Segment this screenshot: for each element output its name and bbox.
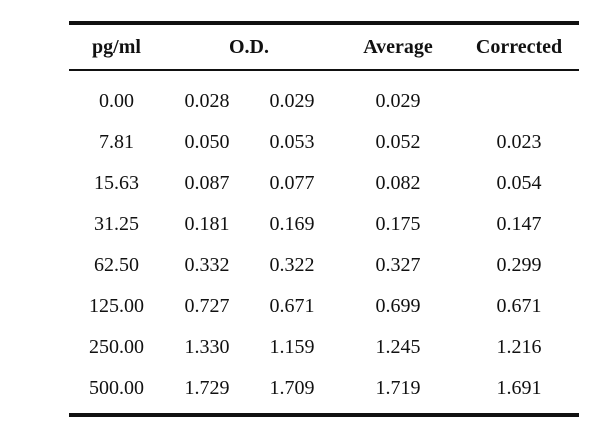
table-row: 500.00 1.729 1.709 1.719 1.691 — [69, 368, 579, 409]
cell-pg-ml: 31.25 — [94, 213, 139, 235]
cell-pg-ml: 62.50 — [94, 254, 139, 276]
cell-od-2: 0.053 — [269, 131, 315, 153]
cell-average: 1.719 — [375, 377, 421, 399]
cell-pg-ml: 500.00 — [89, 377, 144, 399]
cell-corrected: 0.299 — [496, 254, 542, 276]
cell-average: 0.029 — [375, 90, 421, 112]
cell-od-2: 0.077 — [269, 172, 315, 194]
header-pg-ml: pg/ml — [92, 36, 141, 58]
cell-average: 0.327 — [375, 254, 421, 276]
table-row: 62.50 0.332 0.322 0.327 0.299 — [69, 245, 579, 286]
cell-pg-ml: 15.63 — [94, 172, 139, 194]
table-body: 0.00 0.028 0.029 0.029 7.81 0.050 0.053 … — [69, 71, 579, 413]
cell-od-1: 0.050 — [184, 131, 230, 153]
cell-od-1: 0.028 — [184, 90, 230, 112]
cell-od-1: 0.332 — [184, 254, 230, 276]
cell-average: 0.175 — [375, 213, 421, 235]
cell-corrected: 0.023 — [496, 131, 542, 153]
cell-od-2: 1.159 — [269, 336, 315, 358]
cell-pg-ml: 0.00 — [99, 90, 134, 112]
cell-average: 0.082 — [375, 172, 421, 194]
table-row: 250.00 1.330 1.159 1.245 1.216 — [69, 327, 579, 368]
cell-od-2: 0.322 — [269, 254, 315, 276]
table-header-row: pg/ml O.D. Average Corrected — [69, 25, 579, 69]
cell-od-2: 0.671 — [269, 295, 315, 317]
header-average: Average — [363, 36, 433, 58]
cell-average: 1.245 — [375, 336, 421, 358]
cell-corrected: 0.147 — [496, 213, 542, 235]
table-bottom-rule — [69, 413, 579, 417]
cell-od-1: 0.181 — [184, 213, 230, 235]
header-od: O.D. — [229, 36, 269, 58]
cell-pg-ml: 7.81 — [99, 131, 134, 153]
cell-od-2: 0.029 — [269, 90, 315, 112]
standard-curve-table: pg/ml O.D. Average Corrected 0.00 0.028 … — [69, 21, 579, 417]
cell-od-1: 0.087 — [184, 172, 230, 194]
table-row: 0.00 0.028 0.029 0.029 — [69, 81, 579, 122]
cell-corrected: 1.216 — [496, 336, 542, 358]
cell-od-2: 0.169 — [269, 213, 315, 235]
table-row: 31.25 0.181 0.169 0.175 0.147 — [69, 204, 579, 245]
cell-pg-ml: 125.00 — [89, 295, 144, 317]
table-row: 15.63 0.087 0.077 0.082 0.054 — [69, 163, 579, 204]
cell-od-1: 1.729 — [184, 377, 230, 399]
cell-average: 0.052 — [375, 131, 421, 153]
header-corrected: Corrected — [475, 36, 563, 58]
cell-pg-ml: 250.00 — [89, 336, 144, 358]
cell-corrected: 0.671 — [496, 295, 542, 317]
table-row: 7.81 0.050 0.053 0.052 0.023 — [69, 122, 579, 163]
table-header-rule — [69, 69, 579, 71]
cell-corrected: 0.054 — [496, 172, 542, 194]
table-row: 125.00 0.727 0.671 0.699 0.671 — [69, 286, 579, 327]
cell-od-1: 0.727 — [184, 295, 230, 317]
cell-od-1: 1.330 — [184, 336, 230, 358]
cell-average: 0.699 — [375, 295, 421, 317]
cell-od-2: 1.709 — [269, 377, 315, 399]
table-top-rule — [69, 21, 579, 25]
cell-corrected: 1.691 — [496, 377, 542, 399]
